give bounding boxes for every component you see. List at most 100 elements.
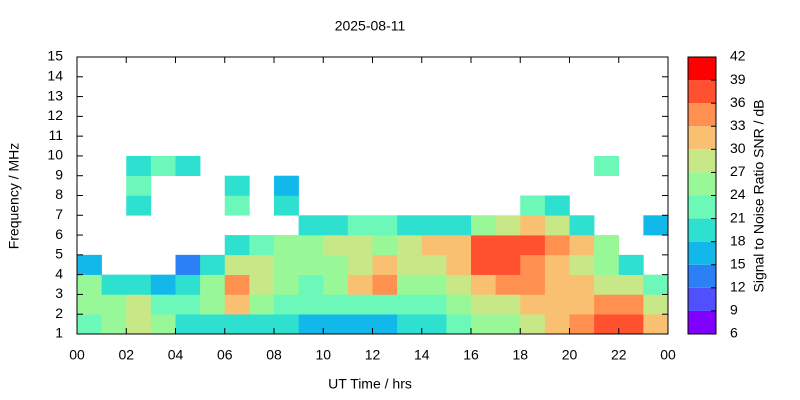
heatmap-cell bbox=[323, 235, 349, 256]
x-tick-label: 00 bbox=[660, 347, 676, 363]
heatmap-cell bbox=[126, 274, 152, 295]
heatmap-cell bbox=[446, 215, 472, 236]
heatmap-cell bbox=[372, 215, 398, 236]
heatmap-cell bbox=[224, 254, 250, 275]
colorbar-band bbox=[688, 195, 716, 219]
x-tick-label: 00 bbox=[69, 347, 85, 363]
y-tick-label: 10 bbox=[47, 147, 63, 163]
heatmap-cell bbox=[200, 254, 226, 275]
heatmap-cell bbox=[372, 235, 398, 256]
heatmap-cell bbox=[421, 235, 447, 256]
heatmap-cell bbox=[594, 314, 620, 335]
heatmap-cell bbox=[520, 274, 546, 295]
heatmap-cell bbox=[126, 294, 152, 315]
heatmap-cell bbox=[544, 274, 570, 295]
heatmap-cell bbox=[274, 235, 299, 256]
colorbar-band bbox=[688, 310, 716, 334]
heatmap-cell bbox=[347, 274, 373, 295]
heatmap-cell bbox=[274, 274, 299, 295]
heatmap-cell bbox=[618, 274, 644, 295]
colorbar-band bbox=[688, 287, 716, 311]
heatmap-cell bbox=[471, 294, 496, 315]
heatmap-cell bbox=[594, 235, 620, 256]
x-tick-label: 22 bbox=[611, 347, 627, 363]
heatmap-cell bbox=[495, 254, 521, 275]
x-tick-label: 18 bbox=[512, 347, 528, 363]
heatmap-cell bbox=[372, 294, 398, 315]
heatmap-cell bbox=[347, 314, 373, 335]
colorbar-tick-label: 21 bbox=[730, 209, 746, 225]
heatmap-cell bbox=[249, 274, 275, 295]
heatmap-cell bbox=[150, 294, 176, 315]
chart-title: 2025-08-11 bbox=[335, 18, 406, 34]
heatmap-cell bbox=[175, 314, 201, 335]
y-tick-label: 13 bbox=[47, 87, 63, 103]
heatmap-cell bbox=[175, 294, 201, 315]
colorbar-band bbox=[688, 149, 716, 173]
heatmap-cell bbox=[249, 314, 275, 335]
heatmap-cell bbox=[544, 294, 570, 315]
heatmap-cell bbox=[224, 235, 250, 256]
heatmap-cell bbox=[101, 294, 127, 315]
x-tick-label: 08 bbox=[266, 347, 282, 363]
heatmap-cell bbox=[77, 314, 102, 335]
y-tick-label: 3 bbox=[55, 285, 63, 301]
heatmap-cell bbox=[323, 314, 349, 335]
heatmap-cell bbox=[594, 155, 620, 177]
colorbar-band bbox=[688, 57, 716, 81]
heatmap-cell bbox=[175, 274, 201, 295]
heatmap-cell bbox=[224, 195, 250, 216]
heatmap-cell bbox=[397, 215, 423, 236]
heatmap-cell bbox=[544, 215, 570, 236]
colorbar-band bbox=[688, 172, 716, 196]
heatmap-cell bbox=[101, 274, 127, 295]
colorbar-band bbox=[688, 218, 716, 242]
heatmap-cell bbox=[347, 254, 373, 275]
heatmap-cell bbox=[495, 294, 521, 315]
heatmap-cell bbox=[471, 274, 496, 295]
heatmap-cell bbox=[150, 274, 176, 295]
heatmap-cell bbox=[200, 274, 226, 295]
heatmap-cell bbox=[298, 235, 324, 256]
y-axis-label: Frequency / MHz bbox=[6, 143, 22, 250]
heatmap-cell bbox=[323, 294, 349, 315]
heatmap-cell bbox=[150, 314, 176, 335]
heatmap-cell bbox=[126, 155, 152, 177]
heatmap-cell bbox=[298, 294, 324, 315]
heatmap-cell bbox=[569, 254, 595, 275]
heatmap-cell bbox=[618, 254, 644, 275]
heatmap-cell bbox=[421, 254, 447, 275]
heatmap-cell bbox=[544, 195, 570, 216]
heatmap-cell bbox=[643, 274, 669, 295]
x-tick-label: 16 bbox=[463, 347, 479, 363]
heatmap-cell bbox=[274, 314, 299, 335]
heatmap-cell bbox=[150, 155, 176, 177]
heatmap-cell bbox=[569, 235, 595, 256]
heatmap-cell bbox=[495, 215, 521, 236]
heatmap-cell bbox=[520, 195, 546, 216]
heatmap-cell bbox=[274, 175, 299, 196]
heatmap-cell bbox=[101, 314, 127, 335]
heatmap-cell bbox=[372, 254, 398, 275]
heatmap-cell bbox=[200, 294, 226, 315]
heatmap-cell bbox=[397, 235, 423, 256]
heatmap-cell bbox=[249, 254, 275, 275]
colorbar-tick-label: 24 bbox=[730, 186, 746, 202]
y-tick-label: 2 bbox=[55, 305, 63, 321]
heatmap-cell bbox=[594, 274, 620, 295]
heatmap-cell bbox=[224, 314, 250, 335]
heatmap-cell bbox=[298, 215, 324, 236]
heatmap-cell bbox=[569, 215, 595, 236]
heatmap-cell bbox=[446, 294, 472, 315]
y-tick-label: 8 bbox=[55, 186, 63, 202]
heatmap-cell bbox=[323, 274, 349, 295]
colorbar-band bbox=[688, 126, 716, 150]
heatmap-cell bbox=[372, 274, 398, 295]
y-tick-label: 5 bbox=[55, 246, 63, 262]
y-tick-label: 6 bbox=[55, 226, 63, 242]
colorbar-band bbox=[688, 241, 716, 265]
heatmap-cell bbox=[298, 274, 324, 295]
heatmap-cell bbox=[298, 254, 324, 275]
heatmap-cell bbox=[274, 294, 299, 315]
